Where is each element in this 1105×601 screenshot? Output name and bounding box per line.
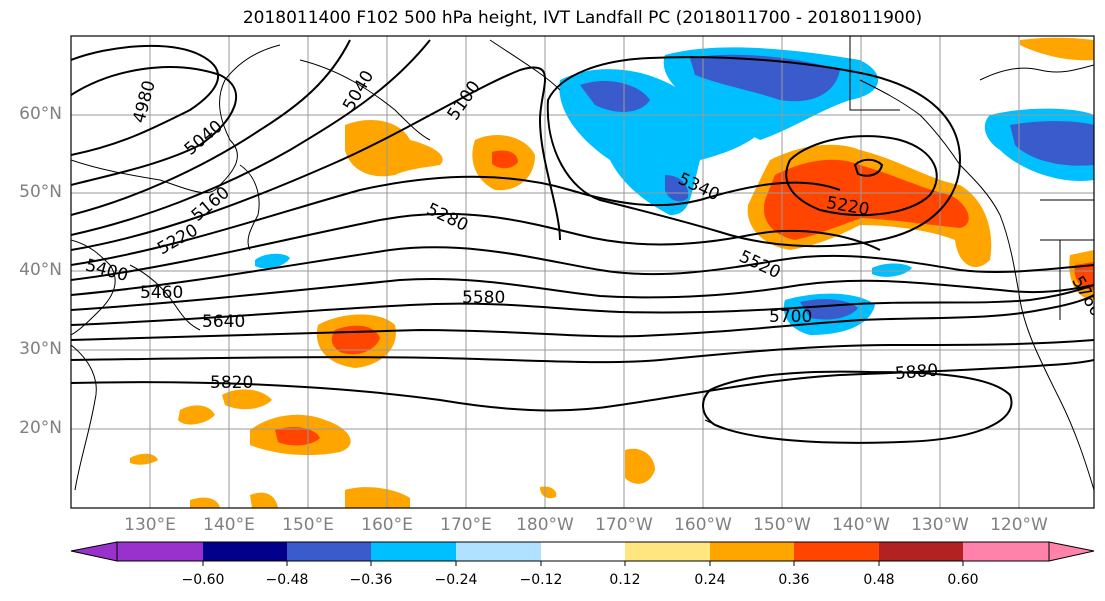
svg-text:5040: 5040 bbox=[181, 117, 227, 160]
lon-label-140e: 140°E bbox=[203, 515, 255, 535]
colorbar-tick-label: −0.60 bbox=[181, 572, 225, 588]
lat-label-30n: 30°N bbox=[19, 339, 62, 359]
height-contours bbox=[71, 39, 1094, 444]
lon-label-150w: 150°W bbox=[753, 515, 811, 535]
colorbar-tick-label: −0.36 bbox=[349, 572, 393, 588]
svg-text:5400: 5400 bbox=[83, 255, 130, 286]
lat-label-20n: 20°N bbox=[19, 418, 62, 438]
svg-text:5520: 5520 bbox=[736, 247, 784, 283]
lon-label-170e: 170°E bbox=[440, 515, 492, 535]
colorbar bbox=[70, 541, 1095, 566]
positive-anomaly-fills bbox=[130, 37, 1094, 508]
map-title: 2018011400 F102 500 hPa height, IVT Land… bbox=[242, 8, 923, 28]
lon-label-140w: 140°W bbox=[832, 515, 890, 535]
svg-text:5880: 5880 bbox=[894, 360, 939, 384]
colorbar-tick-label: 0.12 bbox=[609, 572, 641, 588]
lat-label-50n: 50°N bbox=[19, 182, 62, 202]
lon-label-150e: 150°E bbox=[282, 515, 334, 535]
svg-text:5280: 5280 bbox=[424, 199, 472, 235]
svg-text:5040: 5040 bbox=[339, 67, 378, 114]
svg-text:5460: 5460 bbox=[140, 283, 183, 303]
colorbar-tick-label: 0.48 bbox=[863, 572, 895, 588]
lon-label-180w: 180°W bbox=[516, 515, 574, 535]
svg-text:5640: 5640 bbox=[202, 312, 245, 332]
colorbar-tick-label: 0.24 bbox=[694, 572, 726, 588]
svg-text:5220: 5220 bbox=[154, 220, 201, 259]
svg-text:5700: 5700 bbox=[769, 307, 812, 327]
lon-label-130e: 130°E bbox=[124, 515, 176, 535]
lat-label-60n: 60°N bbox=[19, 104, 62, 124]
lon-label-160e: 160°E bbox=[361, 515, 413, 535]
lon-label-130w: 130°W bbox=[911, 515, 969, 535]
lon-label-120w: 120°W bbox=[990, 515, 1048, 535]
lon-label-160w: 160°W bbox=[674, 515, 732, 535]
svg-text:5580: 5580 bbox=[462, 288, 505, 308]
colorbar-tick-label: 0.60 bbox=[947, 572, 979, 588]
svg-text:5100: 5100 bbox=[444, 77, 485, 124]
lon-label-170w: 170°W bbox=[595, 515, 653, 535]
colorbar-tick-label: −0.12 bbox=[519, 572, 563, 588]
svg-text:4980: 4980 bbox=[129, 78, 160, 125]
coastlines bbox=[71, 36, 1094, 491]
colorbar-tick-label: −0.24 bbox=[434, 572, 478, 588]
svg-text:5820: 5820 bbox=[210, 373, 253, 393]
colorbar-tick-label: −0.48 bbox=[265, 572, 309, 588]
lat-label-40n: 40°N bbox=[19, 260, 62, 280]
colorbar-tick-label: 0.36 bbox=[778, 572, 810, 588]
map-frame bbox=[70, 35, 1095, 509]
negative-anomaly-fills bbox=[255, 47, 1094, 335]
svg-text:5760: 5760 bbox=[1067, 273, 1105, 320]
